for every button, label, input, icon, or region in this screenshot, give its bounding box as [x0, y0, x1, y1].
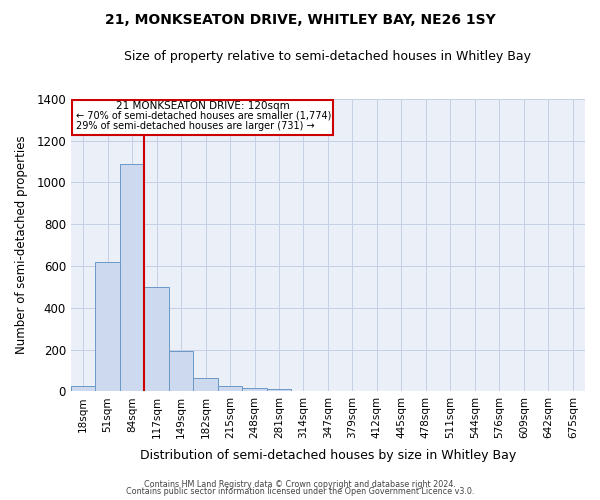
Bar	[72, 100, 333, 136]
Bar	[71, 386, 95, 392]
X-axis label: Distribution of semi-detached houses by size in Whitley Bay: Distribution of semi-detached houses by …	[140, 450, 516, 462]
Y-axis label: Number of semi-detached properties: Number of semi-detached properties	[15, 136, 28, 354]
Text: Contains HM Land Registry data © Crown copyright and database right 2024.: Contains HM Land Registry data © Crown c…	[144, 480, 456, 489]
Bar	[218, 386, 242, 392]
Bar	[267, 390, 291, 392]
Bar	[169, 350, 193, 392]
Text: 21, MONKSEATON DRIVE, WHITLEY BAY, NE26 1SY: 21, MONKSEATON DRIVE, WHITLEY BAY, NE26 …	[104, 12, 496, 26]
Text: 21 MONKSEATON DRIVE: 120sqm: 21 MONKSEATON DRIVE: 120sqm	[116, 100, 289, 110]
Bar	[193, 378, 218, 392]
Bar	[145, 287, 169, 392]
Text: Contains public sector information licensed under the Open Government Licence v3: Contains public sector information licen…	[126, 488, 474, 496]
Bar	[120, 164, 145, 392]
Text: ← 70% of semi-detached houses are smaller (1,774): ← 70% of semi-detached houses are smalle…	[76, 110, 331, 120]
Title: Size of property relative to semi-detached houses in Whitley Bay: Size of property relative to semi-detach…	[124, 50, 532, 63]
Text: 29% of semi-detached houses are larger (731) →: 29% of semi-detached houses are larger (…	[76, 122, 314, 132]
Bar	[242, 388, 267, 392]
Bar	[95, 262, 120, 392]
